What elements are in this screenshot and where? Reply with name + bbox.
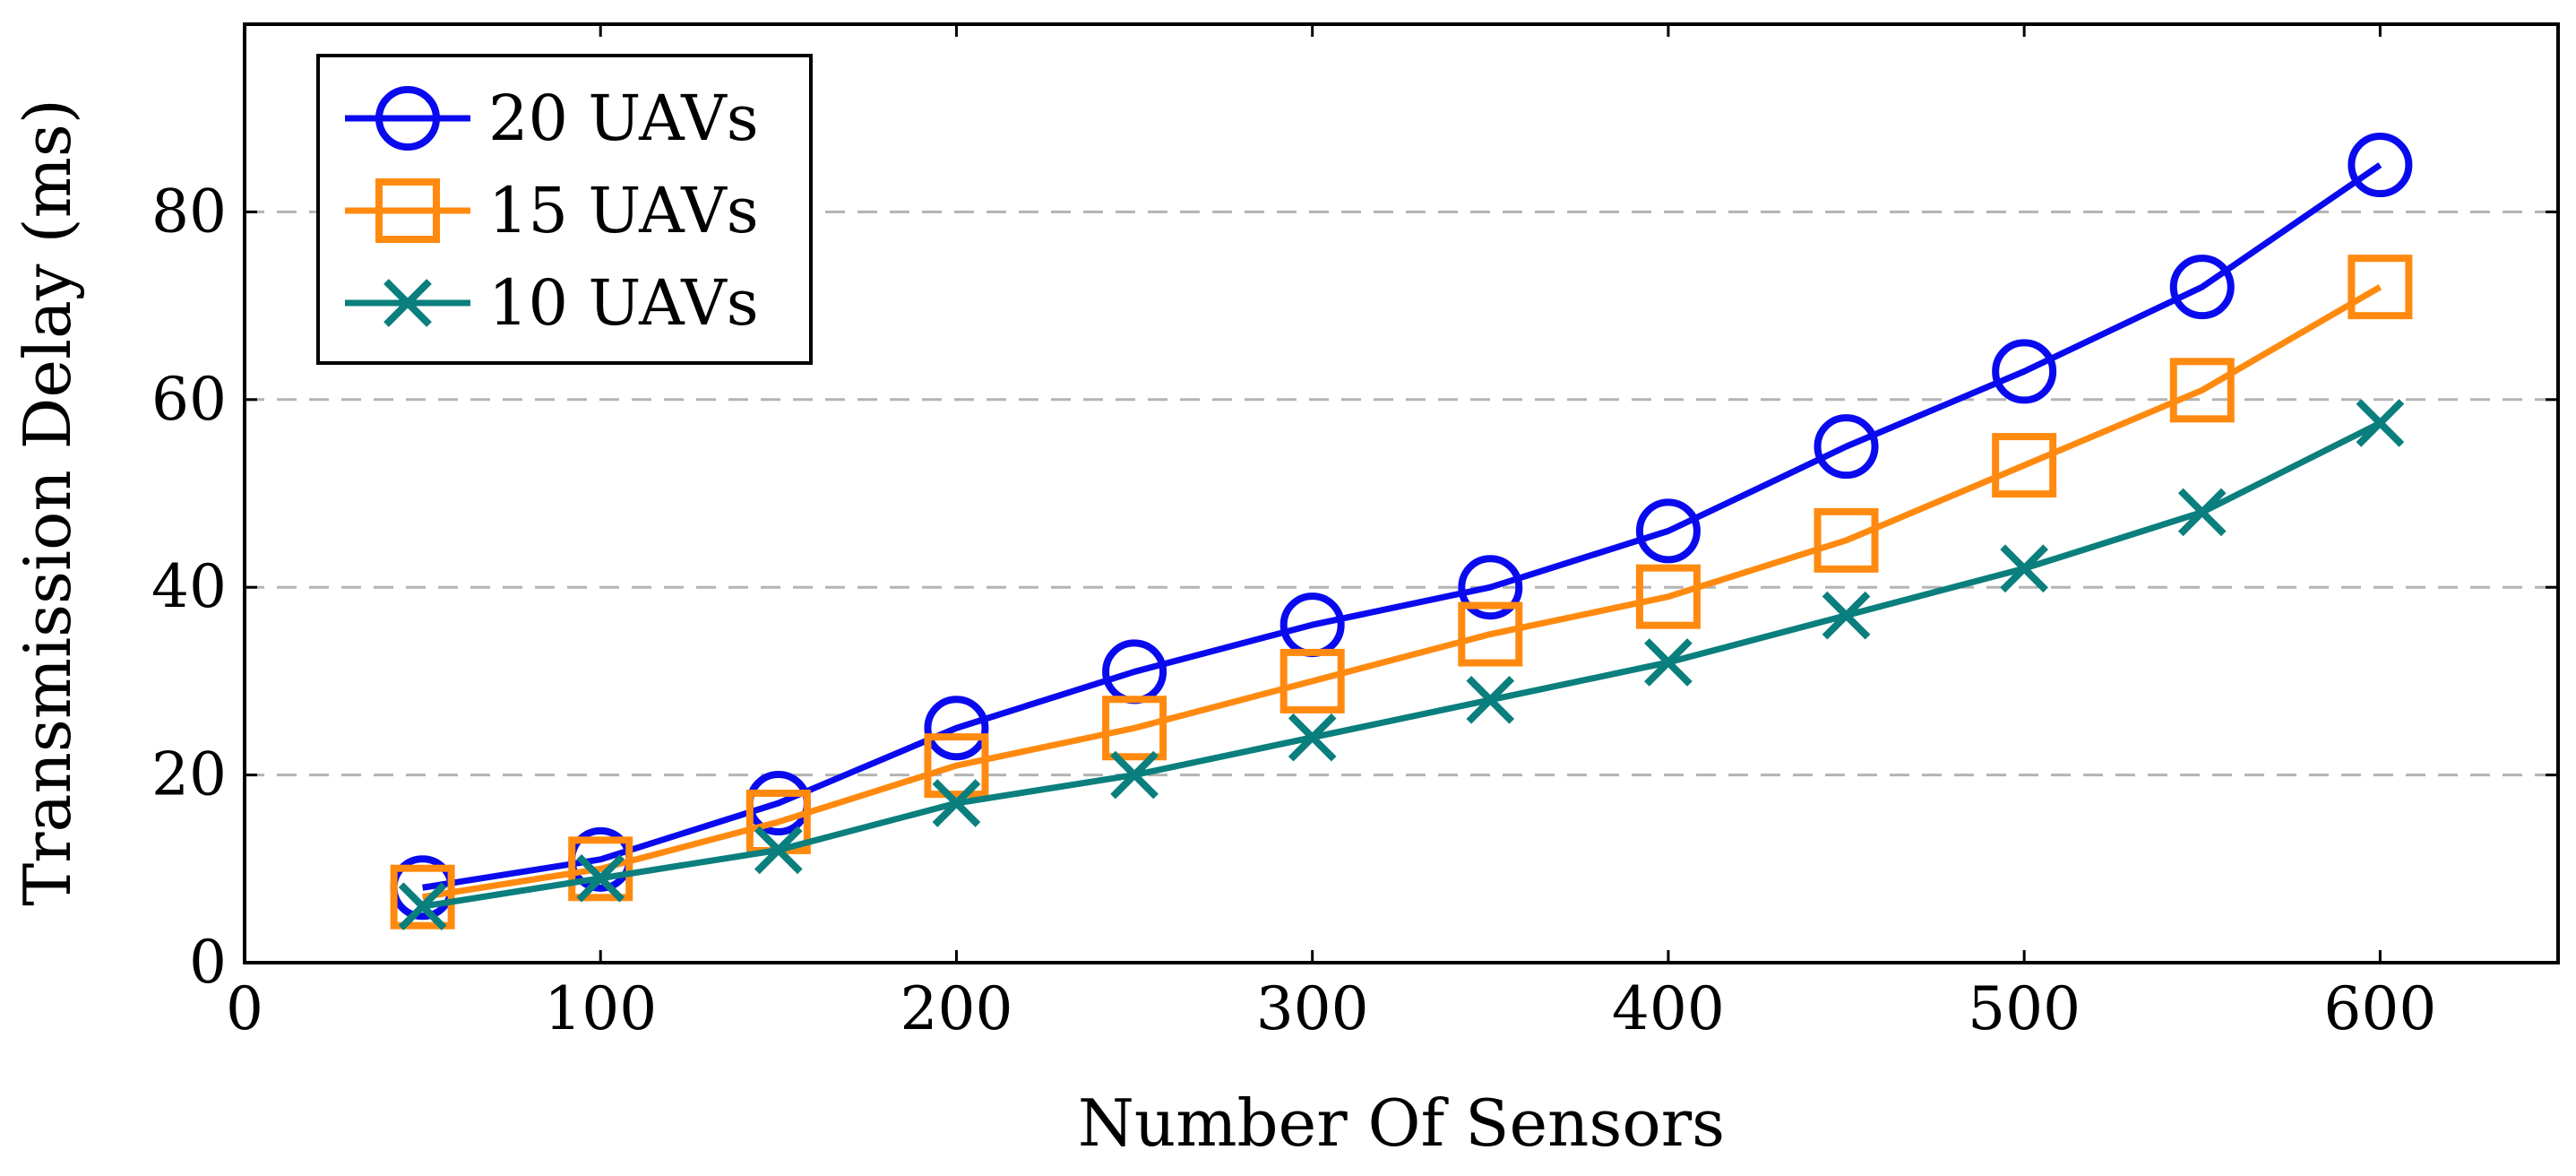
series-1-point-4-shape: [1102, 696, 1167, 761]
series-1-point-3: [924, 733, 989, 799]
series-0-point-9-shape: [1992, 339, 2057, 404]
series-1-point-1-shape: [568, 836, 633, 902]
legend-entries: 20 UAVs 15 UAVs 10 UAVs: [345, 82, 759, 340]
series-1-point-5-shape: [1279, 648, 1345, 713]
x-tick-label-400: 400: [1612, 974, 1725, 1043]
series-1-point-1: [568, 836, 633, 902]
data-series: [390, 133, 2413, 931]
x-axis-label: Number Of Sensors: [1078, 1085, 1725, 1161]
legend-marker-0-shape: [375, 86, 440, 151]
legend-label-2: 10 UAVs: [488, 266, 759, 340]
legend-entry-2: 10 UAVs: [345, 266, 759, 340]
series-2-point-9-stroke-b: [2000, 544, 2048, 593]
series-0-point-3: [924, 696, 989, 761]
series-0-point-7-shape: [1635, 498, 1701, 564]
x-tick-label-100: 100: [544, 974, 657, 1043]
plot-frame: [243, 22, 2560, 964]
series-2-point-1-stroke-b: [576, 853, 625, 903]
series-1-point-6: [1458, 601, 1523, 667]
series-2-point-5: [1288, 713, 1337, 762]
series-1-point-10: [2169, 358, 2235, 423]
series-2-point-7-stroke-b: [1644, 638, 1693, 687]
series-2-point-2-stroke-b: [754, 826, 803, 875]
series-2-point-8-stroke-b: [1822, 591, 1871, 640]
series-0-point-7: [1635, 498, 1701, 564]
series-1-point-3-shape: [924, 733, 989, 799]
series-1-point-11: [2348, 255, 2413, 320]
series-0-point-9: [1992, 339, 2057, 404]
series-2-point-1: [576, 853, 625, 903]
series-1-point-0: [390, 864, 455, 930]
series-2-point-0-stroke-b: [398, 882, 447, 931]
legend-marker-1: [375, 178, 440, 243]
series-2-point-6-stroke-b: [1466, 676, 1515, 724]
series-2-point-4: [1110, 750, 1159, 800]
series-2-point-8: [1822, 591, 1871, 640]
legend-label-1: 15 UAVs: [488, 174, 759, 247]
series-2-point-10-stroke-b: [2177, 488, 2227, 537]
x-tick-label-600: 600: [2323, 974, 2436, 1043]
series-line-1: [422, 284, 2382, 901]
series-0-point-11: [2348, 133, 2413, 198]
y-axis-label: Transmission Delay (ms): [10, 99, 85, 906]
legend-entry-0: 20 UAVs: [345, 82, 759, 155]
y-tick-label-20: 20: [151, 740, 227, 809]
series-line-2: [422, 419, 2382, 910]
series-0-point-8-shape: [1814, 414, 1879, 480]
series-1-point-9-shape: [1992, 433, 2057, 498]
y-tick-label-60: 60: [151, 365, 227, 434]
legend-label-0: 20 UAVs: [488, 82, 759, 155]
series-0-point-11-shape: [2348, 133, 2413, 198]
series-2-point-11: [2356, 399, 2405, 447]
legend-marker-1-shape: [375, 178, 440, 243]
series-2-point-7: [1644, 638, 1693, 687]
y-tick-label-40: 40: [151, 552, 227, 621]
legend-entry-1: 15 UAVs: [345, 174, 759, 247]
y-tick-label-80: 80: [151, 177, 227, 246]
y-tick-label-0: 0: [189, 928, 227, 997]
x-tick-label-0: 0: [226, 974, 263, 1043]
legend-marker-0: [375, 86, 440, 151]
x-tick-label-300: 300: [1256, 974, 1369, 1043]
series-2-point-3-stroke-b: [932, 779, 981, 827]
legend: 20 UAVs 15 UAVs 10 UAVs: [316, 54, 813, 365]
legend-marker-2-stroke-b: [383, 279, 432, 327]
series-1-point-5: [1279, 648, 1345, 713]
series-1-point-0-shape: [390, 864, 455, 930]
series-2-point-9: [2000, 544, 2048, 593]
series-0-point-10: [2169, 255, 2235, 320]
x-tick-label-200: 200: [900, 974, 1012, 1043]
series-0-point-6-shape: [1458, 555, 1523, 620]
series-2-point-11-stroke-b: [2356, 399, 2405, 447]
series-1-point-7-shape: [1635, 564, 1701, 629]
series-2: [398, 399, 2405, 931]
series-0-point-8: [1814, 414, 1879, 480]
series-2-point-6: [1466, 676, 1515, 724]
series-1-point-10-shape: [2169, 358, 2235, 423]
series-1-point-7: [1635, 564, 1701, 629]
series-1-point-8: [1814, 507, 1879, 573]
series-2-point-5-stroke-b: [1288, 713, 1337, 762]
series-1-point-6-shape: [1458, 601, 1523, 667]
series-0-point-6: [1458, 555, 1523, 620]
series-0-point-10-shape: [2169, 255, 2235, 320]
series-1-point-11-shape: [2348, 255, 2413, 320]
series-2-point-4-stroke-b: [1110, 750, 1159, 800]
series-1-point-8-shape: [1814, 507, 1879, 573]
series-2-point-2: [754, 826, 803, 875]
legend-marker-2: [383, 279, 432, 327]
series-2-point-10: [2177, 488, 2227, 537]
x-tick-label-500: 500: [1968, 974, 2081, 1043]
series-0-point-3-shape: [924, 696, 989, 761]
series-1-point-4: [1102, 696, 1167, 761]
series-2-point-3: [932, 779, 981, 827]
axis-ticks: 0 100 200 300 400 500 600 0 20 40 60 80: [151, 24, 2558, 1043]
series-1-point-9: [1992, 433, 2057, 498]
series-2-point-0: [398, 882, 447, 931]
